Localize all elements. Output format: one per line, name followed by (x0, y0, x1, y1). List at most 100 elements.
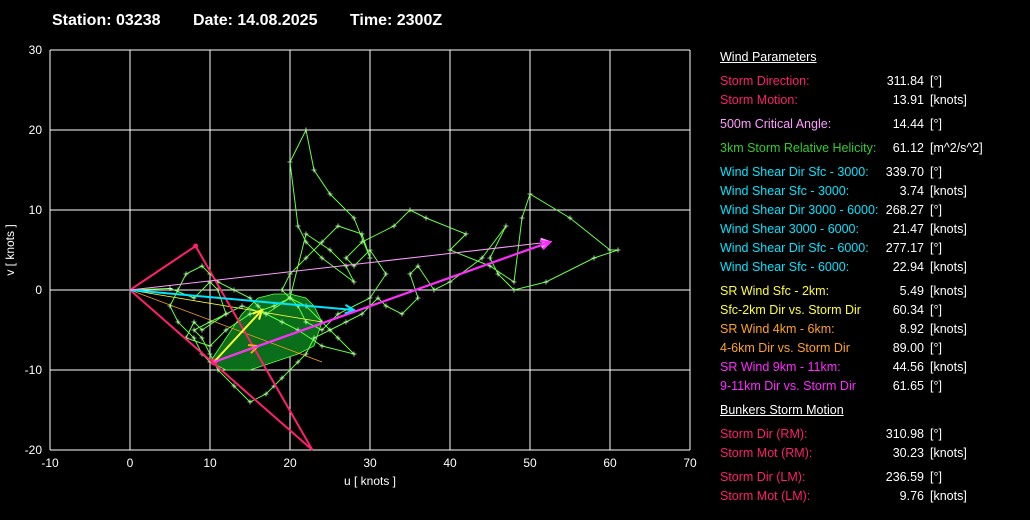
bunkers-list: Storm Dir (RM): 310.98 [°] Storm Mot (RM): 3… (720, 425, 1025, 506)
parameter-label: Storm Dir (LM): (720, 470, 806, 484)
x-tick-label: 10 (203, 456, 217, 470)
parameter-value: 311.84 (886, 74, 924, 88)
hodograph-point (303, 231, 309, 237)
hodograph-point (279, 375, 285, 381)
hodograph-point (303, 319, 309, 325)
parameter-label: Wind Shear Sfc - 3000: (720, 184, 850, 198)
x-tick-label: -10 (41, 456, 59, 470)
y-tick-label: -10 (25, 363, 43, 377)
hodograph-point (207, 319, 213, 325)
hodograph-point (263, 311, 269, 317)
parameter-row: Wind Shear Sfc - 3000: 3.74 [knots] (720, 182, 1025, 201)
hodograph-point (407, 271, 413, 277)
hodograph-point (367, 295, 373, 301)
hodograph-point (167, 303, 173, 309)
hodograph-point (359, 239, 365, 245)
parameter-value: 339.70 (885, 165, 924, 179)
parameter-label: 3km Storm Relative Helicity: (720, 141, 877, 155)
hodograph-point (615, 247, 621, 253)
parameter-row: Storm Dir (LM): 236.59 [°] (720, 468, 1025, 487)
hodograph-point (367, 255, 373, 261)
parameter-label: Storm Motion: (720, 93, 798, 107)
parameter-unit: [°] (930, 303, 942, 317)
hodograph-point (359, 231, 365, 237)
vector-line (213, 241, 551, 363)
parameter-value: 14.44 (892, 117, 924, 131)
time-label: Time: 2300Z (349, 12, 443, 29)
hodograph-point (279, 319, 285, 325)
hodograph-point (239, 303, 245, 309)
hodograph-point (327, 327, 333, 333)
parameter-value: 61.12 (892, 141, 924, 155)
hodograph-point (191, 327, 197, 333)
hodograph-point (343, 255, 349, 261)
hodograph-point (191, 335, 197, 341)
station-label: Station: 03238 (52, 12, 161, 29)
parameter-value: 30.23 (892, 446, 924, 460)
parameter-label: SR Wind 4km - 6km: (720, 322, 835, 336)
x-tick-label: 20 (283, 456, 297, 470)
bunkers-title: Bunkers Storm Motion (720, 403, 844, 417)
hodograph-point (335, 223, 341, 229)
hodograph-point (343, 319, 349, 325)
x-tick-label: 60 (603, 456, 617, 470)
hodograph-point (383, 271, 389, 277)
hodograph-point (319, 327, 325, 333)
hodograph-point (495, 271, 501, 277)
parameter-value: 9.76 (899, 489, 924, 503)
parameter-label: Wind Shear 3000 - 6000: (720, 222, 859, 236)
reference-line (129, 289, 323, 323)
hodograph-point (319, 255, 325, 261)
parameter-row: 500m Critical Angle: 14.44 [°] (720, 115, 1025, 134)
hodograph-point (415, 263, 421, 269)
parameter-unit: [°] (930, 427, 942, 441)
hodograph-point (463, 231, 469, 237)
hodograph-point (303, 351, 309, 357)
hodograph-point (319, 343, 325, 349)
y-axis-label: v [ knots ] (3, 224, 17, 275)
y-tick-label: -20 (25, 443, 43, 457)
parameter-value: 13.91 (892, 93, 924, 107)
parameter-value: 277.17 (885, 241, 924, 255)
hodograph-point (607, 247, 613, 253)
hodograph-point (447, 279, 453, 285)
parameter-value: 310.98 (885, 427, 924, 441)
hodograph-point (247, 399, 253, 405)
x-tick-label: 30 (363, 456, 377, 470)
hodograph-point (591, 255, 597, 261)
hodograph-point (247, 311, 253, 317)
vector-arrowhead (539, 239, 553, 250)
parameter-label: Storm Direction: (720, 74, 810, 88)
hodograph-point (399, 311, 405, 317)
x-tick-label: 70 (683, 456, 697, 470)
parameter-unit: [knots] (930, 222, 967, 236)
wind-parameters-list: Storm Direction: 311.84 [°] Storm Motion: 13… (720, 72, 1025, 396)
hodograph-point (303, 255, 309, 261)
date-label: Date: 14.08.2025 (192, 12, 318, 29)
parameter-row: Storm Mot (LM): 9.76 [knots] (720, 487, 1025, 506)
parameter-unit: [knots] (930, 322, 967, 336)
hodograph-point (207, 343, 213, 349)
hodograph-line (129, 128, 619, 403)
parameter-value: 60.34 (892, 303, 924, 317)
hodograph-point (511, 279, 517, 285)
parameter-label: Wind Shear Dir Sfc - 6000: (720, 241, 869, 255)
parameter-unit: [knots] (930, 184, 967, 198)
hodograph-point (503, 223, 509, 229)
parameter-label: Wind Shear Dir 3000 - 6000: (720, 203, 879, 217)
hodograph-point (335, 335, 341, 341)
hodograph-point (287, 367, 293, 373)
parameter-unit: [knots] (930, 284, 967, 298)
parameter-row: 4-6km Dir vs. Storm Dir 89.00 [°] (720, 339, 1025, 358)
parameter-label: 500m Critical Angle: (720, 117, 832, 131)
hodograph-point (335, 311, 341, 317)
hodograph-point (287, 295, 293, 301)
y-tick-label: 30 (29, 43, 43, 57)
parameter-value: 3.74 (899, 184, 924, 198)
parameter-label: Wind Shear Sfc - 6000: (720, 260, 850, 274)
parameter-value: 21.47 (892, 222, 924, 236)
hodograph-point (375, 295, 381, 301)
hodograph-point (447, 247, 453, 253)
hodograph-point (479, 255, 485, 261)
parameter-row: Storm Dir (RM): 310.98 [°] (720, 425, 1025, 444)
